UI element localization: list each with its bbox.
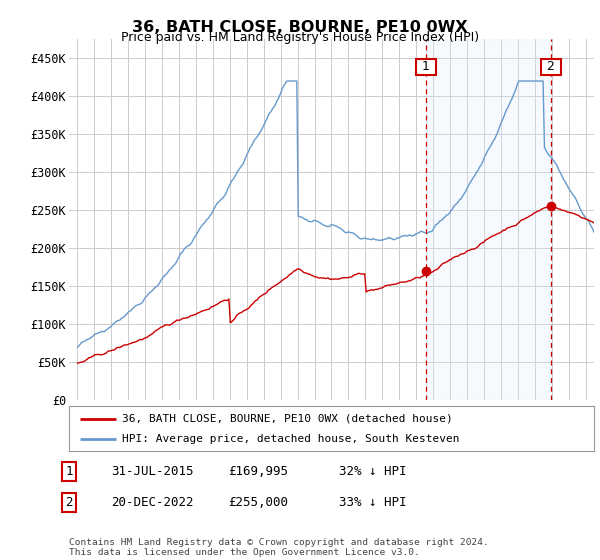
Text: 1: 1 — [418, 60, 434, 73]
Text: 1: 1 — [65, 465, 73, 478]
Text: £169,995: £169,995 — [228, 465, 288, 478]
Text: HPI: Average price, detached house, South Kesteven: HPI: Average price, detached house, Sout… — [121, 434, 459, 444]
Text: Price paid vs. HM Land Registry's House Price Index (HPI): Price paid vs. HM Land Registry's House … — [121, 31, 479, 44]
Text: 31-JUL-2015: 31-JUL-2015 — [111, 465, 193, 478]
Text: 2: 2 — [543, 60, 559, 73]
Text: 32% ↓ HPI: 32% ↓ HPI — [339, 465, 407, 478]
Text: 20-DEC-2022: 20-DEC-2022 — [111, 496, 193, 509]
Text: 33% ↓ HPI: 33% ↓ HPI — [339, 496, 407, 509]
Text: £255,000: £255,000 — [228, 496, 288, 509]
Text: 36, BATH CLOSE, BOURNE, PE10 0WX: 36, BATH CLOSE, BOURNE, PE10 0WX — [132, 20, 468, 35]
Bar — [426, 39, 551, 400]
Text: 36, BATH CLOSE, BOURNE, PE10 0WX (detached house): 36, BATH CLOSE, BOURNE, PE10 0WX (detach… — [121, 413, 452, 423]
Text: 2: 2 — [65, 496, 73, 509]
Text: Contains HM Land Registry data © Crown copyright and database right 2024.
This d: Contains HM Land Registry data © Crown c… — [69, 538, 489, 557]
